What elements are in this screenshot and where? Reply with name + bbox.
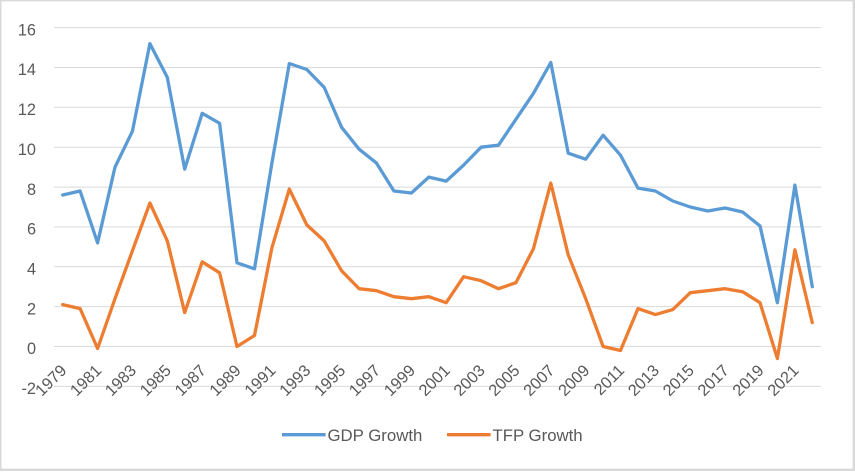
svg-text:14: 14 (18, 61, 36, 79)
svg-text:8: 8 (27, 181, 36, 199)
svg-text:16: 16 (18, 21, 36, 39)
svg-text:2: 2 (27, 300, 36, 318)
svg-text:4: 4 (27, 261, 36, 279)
svg-text:GDP Growth: GDP Growth (328, 426, 423, 445)
svg-text:6: 6 (27, 221, 36, 239)
svg-text:12: 12 (18, 101, 36, 119)
svg-text:10: 10 (18, 141, 36, 159)
svg-text:TFP Growth: TFP Growth (493, 426, 583, 445)
svg-text:0: 0 (27, 340, 36, 358)
svg-text:-2: -2 (22, 380, 36, 398)
